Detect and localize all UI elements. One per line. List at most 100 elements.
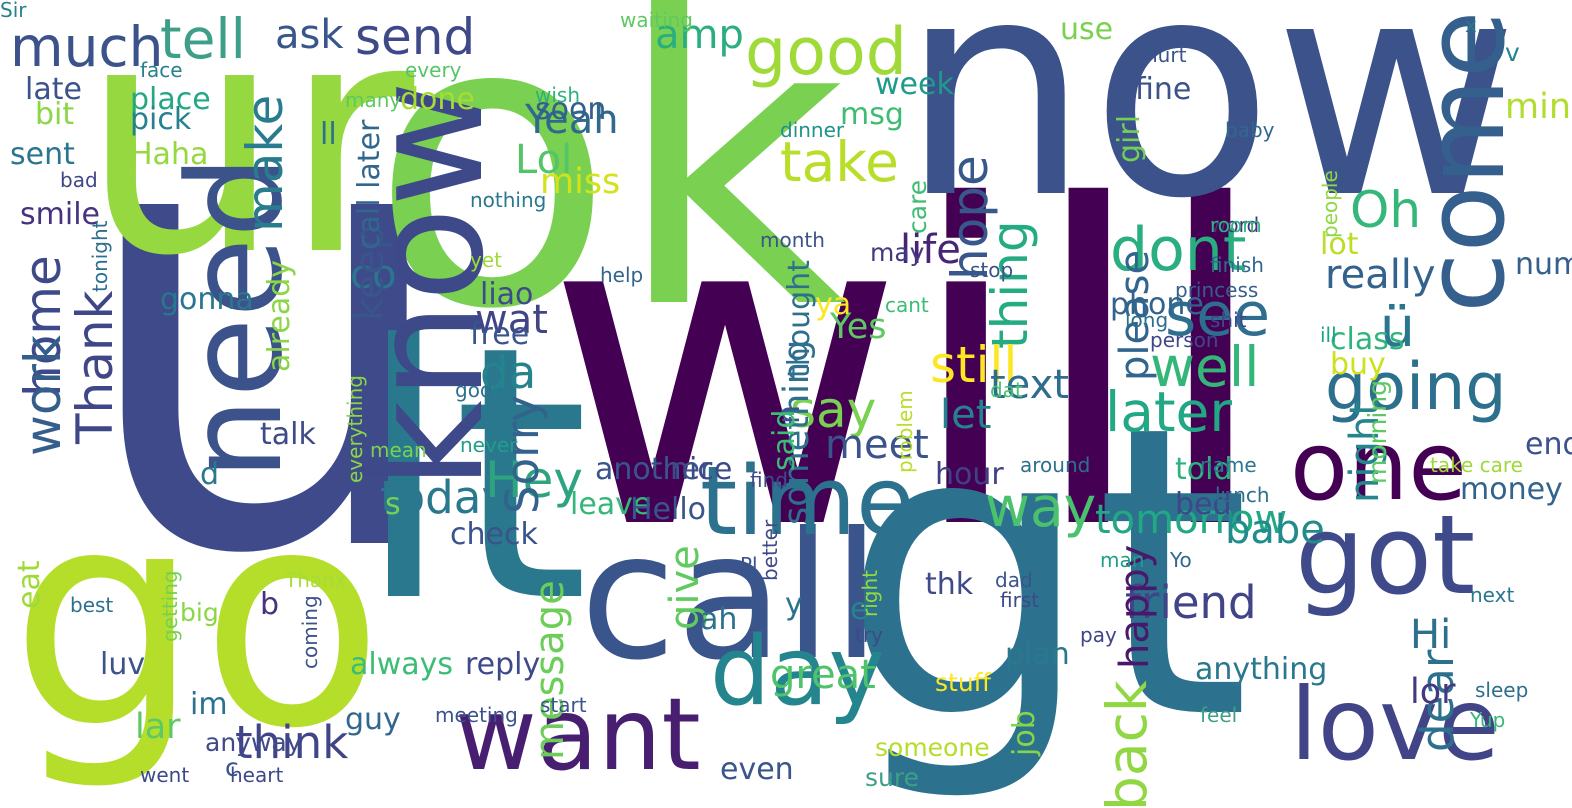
cloud-word-text: text [990, 362, 1069, 408]
cloud-word-love: love [1290, 666, 1500, 783]
cloud-word-another: another [595, 452, 713, 487]
cloud-word-life: life [900, 227, 961, 273]
cloud-word-thing: thing [981, 220, 1039, 349]
cloud-word-lot: lot [1320, 227, 1359, 262]
cloud-word-heart: heart [230, 763, 284, 787]
cloud-word-will: will [545, 114, 1272, 626]
cloud-word-wish: wish [535, 83, 581, 107]
cloud-word-talk: talk [260, 417, 316, 452]
cloud-word-coming: coming [298, 595, 322, 669]
cloud-word-god: god [455, 378, 493, 402]
cloud-word-c: c [225, 753, 239, 782]
cloud-word-problem: problem [893, 390, 917, 473]
cloud-word-meeting: meeting [435, 703, 518, 727]
cloud-word-later: later [1105, 380, 1232, 444]
cloud-word-around: around [1020, 453, 1091, 477]
cloud-word-ask: ask [275, 12, 344, 58]
cloud-word-work: work [14, 335, 72, 456]
cloud-word-princess: princess [1175, 278, 1259, 302]
cloud-word-da: da [480, 346, 537, 399]
cloud-word-sure: sure [865, 763, 919, 792]
cloud-word-hour: hour [935, 457, 1004, 492]
cloud-word-much: much [10, 15, 164, 79]
cloud-word-meet: meet [825, 422, 929, 468]
cloud-word-bit: bit [35, 97, 75, 132]
cloud-word-people: people [1318, 170, 1342, 238]
cloud-word-yet: yet [470, 248, 502, 272]
cloud-word-late: late [25, 72, 82, 107]
cloud-word-v: v [1505, 38, 1520, 67]
cloud-word-feel: feel [1200, 703, 1238, 727]
cloud-word-call-later: call later [352, 119, 387, 250]
cloud-word-dinner: dinner [780, 118, 845, 142]
cloud-word-shit: shit [1210, 308, 1247, 332]
cloud-word-liao: liao [480, 277, 534, 312]
cloud-word-well: well [1150, 335, 1260, 399]
cloud-word-ah: ah [700, 602, 738, 637]
cloud-word-help: help [600, 263, 644, 287]
cloud-word-lol: Lol [515, 137, 573, 183]
cloud-word-hello: Hello [630, 492, 707, 527]
cloud-word-yup: Yup [1470, 708, 1506, 732]
cloud-word-miss: miss [540, 162, 621, 202]
cloud-word-check: check [450, 517, 538, 552]
cloud-word-month: month [760, 228, 825, 252]
cloud-word-ok: ok [370, 0, 847, 397]
cloud-word-today: today [380, 471, 508, 524]
cloud-word-big: big [180, 598, 219, 627]
cloud-word-week: week [875, 67, 954, 102]
cloud-word-ill: ill [1320, 323, 1337, 347]
cloud-word-bad: bad [60, 168, 98, 192]
cloud-word-told: told [1175, 452, 1233, 487]
cloud-word-thank: Thank [66, 290, 124, 444]
cloud-word-every: every [405, 58, 462, 82]
cloud-word-back: back [1095, 680, 1159, 808]
cloud-word-one: one [1290, 412, 1467, 522]
cloud-word-call: call [580, 496, 881, 699]
cloud-word-pick: pick [130, 102, 192, 137]
cloud-word-said: said [767, 409, 802, 471]
cloud-word-done: done [400, 82, 475, 117]
cloud-word-eat: eat [12, 560, 47, 609]
cloud-word-haha: Haha [130, 137, 209, 172]
cloud-word-b: b [260, 587, 280, 622]
cloud-word-babe: babe [1225, 507, 1325, 553]
cloud-word-anything: anything [1195, 652, 1328, 687]
cloud-word-leave: leave [570, 487, 652, 522]
cloud-word-lt: lt [355, 271, 590, 679]
cloud-word-class: class [1330, 322, 1405, 357]
cloud-word-ll: ll [320, 117, 337, 152]
cloud-word-room: room [1210, 213, 1262, 237]
cloud-word-person: person [1150, 328, 1219, 352]
cloud-word-ya: ya [815, 287, 852, 322]
cloud-word-y: y [785, 587, 803, 622]
cloud-word-already: already [262, 259, 297, 372]
cloud-word-good: good [745, 15, 908, 90]
cloud-word-sleep: sleep [1475, 678, 1529, 702]
cloud-word-lunch: lunch [1215, 483, 1270, 507]
cloud-word-e: e [850, 592, 869, 627]
cloud-word-nothing: nothing [470, 188, 547, 212]
cloud-word-getting: getting [158, 570, 182, 642]
cloud-word-hi: Hi [1410, 612, 1452, 658]
cloud-word-see: see [1165, 280, 1271, 350]
cloud-word-luv: luv [100, 647, 146, 682]
cloud-word-wat: wat [475, 297, 548, 343]
cloud-word-take: take [780, 130, 899, 194]
cloud-word-got: got [1295, 491, 1476, 619]
cloud-word-bed: bed [1175, 487, 1232, 522]
cloud-word-face: face [140, 58, 183, 82]
cloud-word-u-umlaut: ü [1380, 295, 1415, 359]
cloud-word-way: way [985, 475, 1097, 539]
cloud-word-always: always [350, 647, 454, 682]
cloud-word-thought: thought [782, 260, 817, 378]
cloud-word-want: want [455, 676, 701, 793]
cloud-word-s: s [385, 487, 401, 522]
cloud-word-best: best [70, 593, 114, 617]
cloud-word-try: try [855, 623, 883, 647]
cloud-word-money: money [1460, 472, 1563, 507]
cloud-word-next: next [1470, 583, 1515, 607]
cloud-word-phone: phone [1110, 287, 1204, 322]
cloud-word-hurt: hurt [1145, 43, 1187, 67]
